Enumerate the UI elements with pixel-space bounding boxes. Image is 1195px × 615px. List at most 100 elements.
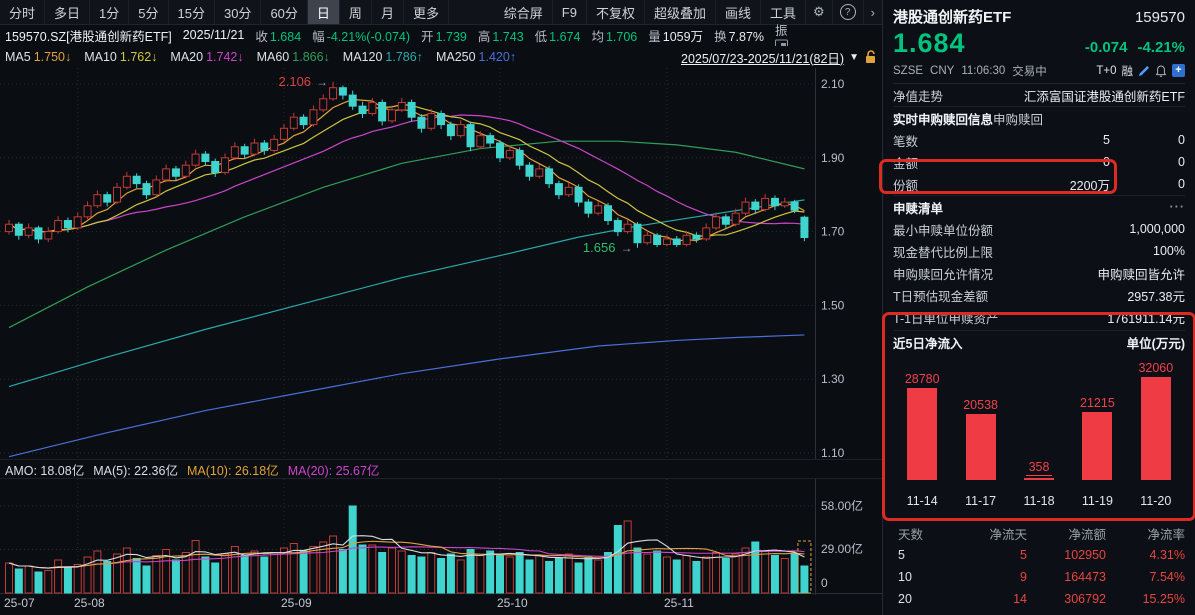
tab-30min[interactable]: 30分: [215, 0, 262, 24]
quote-info-bar: 159570.SZ[港股通创新药ETF] 2025/11/21 收 1.684 幅…: [0, 24, 887, 46]
field-open: 开 1.739: [421, 29, 467, 44]
netflow-bar-chart: 28780 20538 358 21215 32060: [893, 355, 1185, 480]
stats-row-10d: 10 9 164473 7.54%: [898, 570, 1185, 584]
tab-monthly[interactable]: 月: [372, 0, 404, 24]
svg-text:→: →: [316, 75, 328, 89]
stats-header-row: 天数 净流天 净流额 净流率: [898, 527, 1185, 542]
ma10-value: MA10 1.762↓: [84, 50, 158, 64]
volume-indicator-bar: AMO: 18.08亿 MA(5): 22.36亿 MA(10): 26.18亿…: [0, 459, 887, 479]
tab-5min[interactable]: 5分: [129, 0, 169, 24]
row-jine: 金额 0 0: [893, 155, 1185, 171]
ma60-value: MA60 1.866↓: [256, 50, 330, 64]
netflow-bar-11-19: 21215: [1068, 355, 1126, 480]
tab-weekly[interactable]: 周: [340, 0, 372, 24]
svg-text:58.00亿: 58.00亿: [821, 498, 863, 513]
netflow-section-header: 近5日净流入 单位(万元): [893, 330, 1185, 353]
row-bishu: 笔数 5 0: [893, 133, 1185, 149]
amo-ma5: MA(5): 22.36亿: [93, 464, 178, 478]
netflow-bar-11-14: 28780: [893, 355, 951, 480]
amo-value: AMO: 18.08亿: [5, 464, 85, 478]
nav-trend-row[interactable]: 净值走势 汇添富国证港股通创新药ETF: [893, 89, 1185, 104]
row-t-cash-diff: T日预估现金差额 2957.38元: [893, 289, 1185, 304]
margin-badge: 融: [1121, 65, 1134, 78]
netflow-bar-11-20: 32060: [1127, 355, 1185, 480]
tab-intraday[interactable]: 分时: [0, 0, 46, 24]
menu-no-adjust[interactable]: 不复权: [587, 0, 645, 24]
tab-1min[interactable]: 1分: [90, 0, 130, 24]
tplus-badge: T+0: [1096, 64, 1117, 77]
market-status-row: SZSE CNY 11:06:30 交易中 T+0 融 +: [893, 60, 1185, 84]
price-change: -0.074 -4.21%: [1084, 39, 1185, 56]
chevron-right-icon[interactable]: ›: [870, 4, 875, 20]
field-avg: 均 1.706: [591, 29, 638, 44]
svg-text:→: →: [620, 241, 632, 255]
svg-text:1.656: 1.656: [583, 240, 616, 255]
edit-pencil-icon[interactable]: [1138, 65, 1150, 77]
add-to-watchlist-icon[interactable]: +: [1172, 64, 1185, 77]
menu-super-overlay[interactable]: 超级叠加: [645, 0, 716, 24]
svg-text:2.106: 2.106: [279, 74, 312, 89]
row-min-unit: 最小申赎单位份额 1,000,000: [893, 222, 1185, 238]
date-range-selector[interactable]: 2025/07/23-2025/11/21(82日) ▼: [681, 48, 887, 67]
tab-60min[interactable]: 60分: [261, 0, 308, 24]
alert-bell-icon[interactable]: [1155, 64, 1167, 77]
chevron-down-icon: ▼: [849, 51, 859, 63]
svg-text:29.00亿: 29.00亿: [821, 541, 863, 556]
currency-label: CNY: [930, 64, 955, 77]
row-fene: 份额 2200万 0: [893, 177, 1185, 193]
svg-text:1.10: 1.10: [821, 446, 845, 460]
subscription-list-header: 申赎清单 ···: [893, 195, 1185, 218]
ma5-value: MA5 1.750↓: [5, 50, 72, 64]
netflow-bar-11-18: 358: [1010, 355, 1068, 480]
tabbar-spacer: [449, 0, 495, 24]
field-turnover: 换 7.87%: [714, 29, 765, 44]
menu-f9[interactable]: F9: [553, 0, 587, 24]
field-change: 幅 -4.21%(-0.074): [312, 29, 411, 44]
realtime-section-header: 实时申购赎回信息 申购 赎回: [893, 106, 1185, 129]
stats-row-5d: 5 5 102950 4.31%: [898, 548, 1185, 562]
unlock-icon[interactable]: [864, 50, 877, 64]
help-icon[interactable]: ?: [833, 0, 864, 24]
field-high: 高 1.743: [477, 29, 524, 44]
amo-ma20: MA(20): 25.67亿: [287, 464, 380, 478]
candlestick-canvas[interactable]: 2.10 1.90 1.70 1.50 1.30 1.10 2.106 → 1.656 →: [0, 68, 882, 460]
x-label-jul: 25-07: [4, 596, 35, 610]
menu-composite-screen[interactable]: 综合屏: [495, 0, 553, 24]
ma120-value: MA120 1.786↑: [342, 50, 423, 64]
exchange-label: SZSE: [893, 64, 924, 77]
row-cash-ratio: 现金替代比例上限 100%: [893, 244, 1185, 260]
stock-code: 159570: [1134, 9, 1185, 26]
settings-gear-icon[interactable]: ⚙: [806, 0, 833, 24]
x-label-sep: 25-09: [281, 596, 312, 610]
stock-detail-panel: 港股通创新药ETF 159570 1.684 -0.074 -4.21% SZSE…: [882, 0, 1195, 615]
svg-text:1.30: 1.30: [821, 372, 845, 386]
symbol-label: 159570.SZ[港股通创新药ETF]: [5, 29, 172, 44]
candlestick-chart[interactable]: 2.10 1.90 1.70 1.50 1.30 1.10 2.106 → 1.656 →: [0, 68, 882, 460]
field-close: 收 1.684: [255, 29, 302, 44]
ma-values-bar: MA5 1.750↓ MA10 1.762↓ MA20 1.742↓ MA60 1.86…: [0, 46, 887, 68]
amo-ma10: MA(10): 26.18亿: [186, 464, 279, 478]
more-ellipsis[interactable]: ···: [1169, 200, 1185, 214]
menu-tools[interactable]: 工具: [761, 0, 806, 24]
netflow-stats-table: 天数 净流天 净流额 净流率 5 5 102950 4.31% 10 9 164…: [893, 518, 1185, 610]
tab-multiday[interactable]: 多日: [45, 0, 91, 24]
last-price: 1.684: [893, 28, 966, 58]
volume-chart[interactable]: 58.00亿 29.00亿 0: [0, 478, 882, 595]
trading-status: 交易中: [1012, 65, 1047, 78]
netflow-unit-label: 单位(万元): [1126, 336, 1185, 351]
period-tabbar: 分时 多日 1分 5分 15分 30分 60分 日 周 月 更多 综合屏 F9 …: [0, 0, 882, 25]
field-volume: 量 1059万: [648, 29, 704, 44]
svg-text:2.10: 2.10: [821, 77, 845, 91]
tab-15min[interactable]: 15分: [169, 0, 215, 24]
netflow-date-labels: 11-14 11-17 11-18 11-19 11-20: [906, 494, 1172, 508]
tab-daily[interactable]: 日: [307, 0, 340, 24]
stats-row-20d: 20 14 306792 15.25%: [898, 592, 1185, 606]
menu-draw-line[interactable]: 画线: [716, 0, 761, 24]
volume-canvas[interactable]: 58.00亿 29.00亿 0: [0, 479, 882, 595]
svg-text:1.50: 1.50: [821, 298, 845, 312]
field-low: 低 1.674: [534, 29, 581, 44]
pip-monitor-icon: [775, 39, 789, 46]
tab-more[interactable]: 更多: [404, 0, 449, 24]
ma250-value: MA250 1.420↑: [435, 50, 517, 64]
